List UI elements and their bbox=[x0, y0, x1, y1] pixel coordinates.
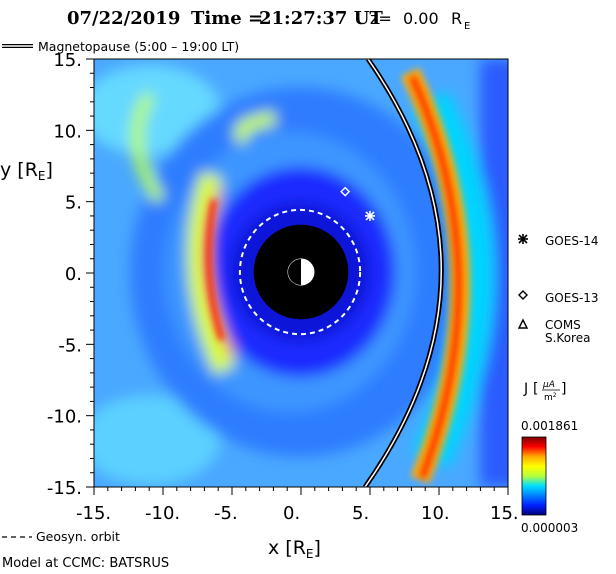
y-tick-label: 10. bbox=[53, 121, 82, 142]
title-date: 07/22/2019 bbox=[67, 8, 180, 29]
title-z-label: z= bbox=[370, 9, 392, 28]
y-axis-label: y [RE] bbox=[0, 159, 53, 183]
x-tick-label: -5. bbox=[214, 503, 238, 524]
model-credit: Model at CCMC: BATSRUS bbox=[2, 556, 169, 571]
x-axis-label: x [RE] bbox=[268, 537, 321, 561]
colorbar-min: 0.000003 bbox=[521, 521, 578, 535]
satellite-markers bbox=[340, 186, 375, 221]
x-tick-label: -15. bbox=[76, 503, 111, 524]
chart-title: 07/22/2019 Time = 21:27:37 UT z= 0.00 R … bbox=[67, 8, 470, 32]
geosync-orbit bbox=[238, 208, 362, 336]
title-z-unit-sub: E bbox=[464, 21, 470, 32]
x-tick-label: 5. bbox=[352, 503, 369, 524]
x-tick-label: 0. bbox=[283, 503, 300, 524]
y-tick-label: 15. bbox=[53, 50, 82, 71]
y-tick-label: -5. bbox=[58, 335, 82, 356]
x-tick-label: 15. bbox=[490, 503, 519, 524]
colorbar-label: J bbox=[523, 381, 528, 397]
coms-legend: COMS S.Korea bbox=[517, 318, 590, 345]
title-time-label: Time = bbox=[191, 8, 263, 29]
x-axis: -15. -10. -5. 0. 5. 10. 15. bbox=[76, 487, 519, 524]
satellite-legend: GOES-14 GOES-13 COMS S.Korea bbox=[517, 234, 599, 345]
svg-text:m2: m2 bbox=[544, 392, 557, 403]
star-icon bbox=[518, 234, 528, 244]
geosync-legend: Geosyn. orbit bbox=[2, 529, 120, 544]
svg-text:]: ] bbox=[561, 381, 566, 397]
colorbar-unit-num: μA bbox=[542, 380, 555, 390]
title-z-value: 0.00 bbox=[403, 9, 439, 28]
earth-icon bbox=[287, 258, 315, 286]
x-tick-label: -10. bbox=[145, 503, 180, 524]
x-tick-label: 10. bbox=[421, 503, 450, 524]
goes14-marker bbox=[365, 210, 375, 221]
y-tick-label: -10. bbox=[47, 407, 82, 428]
title-z-unit: R bbox=[451, 9, 462, 28]
plot-area bbox=[94, 59, 508, 487]
goes13-label: GOES-13 bbox=[545, 291, 599, 305]
goes14-label: GOES-14 bbox=[545, 234, 599, 248]
goes14-legend: GOES-14 bbox=[518, 234, 599, 248]
goes13-marker bbox=[340, 186, 351, 197]
y-tick-label: 5. bbox=[65, 193, 82, 214]
goes13-legend: GOES-13 bbox=[518, 290, 599, 305]
title-time: 21:27:37 UT bbox=[259, 8, 383, 29]
y-tick-label: 0. bbox=[65, 264, 82, 285]
magnetopause-legend: Magnetopause (5:00 – 19:00 LT) bbox=[2, 39, 239, 54]
geosync-legend-label: Geosyn. orbit bbox=[36, 529, 120, 544]
colorbar-max: 0.001861 bbox=[521, 419, 578, 433]
coms-label-1: COMS bbox=[545, 318, 581, 332]
magnetopause-legend-label: Magnetopause (5:00 – 19:00 LT) bbox=[38, 39, 239, 54]
triangle-icon bbox=[517, 318, 529, 329]
colorbar: J [ μA m2 ] 0.001861 0.000003 bbox=[521, 380, 578, 535]
svg-text:[: [ bbox=[533, 381, 538, 397]
colorbar-scale bbox=[521, 436, 547, 516]
diamond-icon bbox=[518, 290, 528, 300]
y-axis: 15. 10. 5. 0. -5. -10. -15. bbox=[47, 50, 94, 499]
coms-label-2: S.Korea bbox=[545, 331, 590, 345]
y-tick-label: -15. bbox=[47, 478, 82, 499]
